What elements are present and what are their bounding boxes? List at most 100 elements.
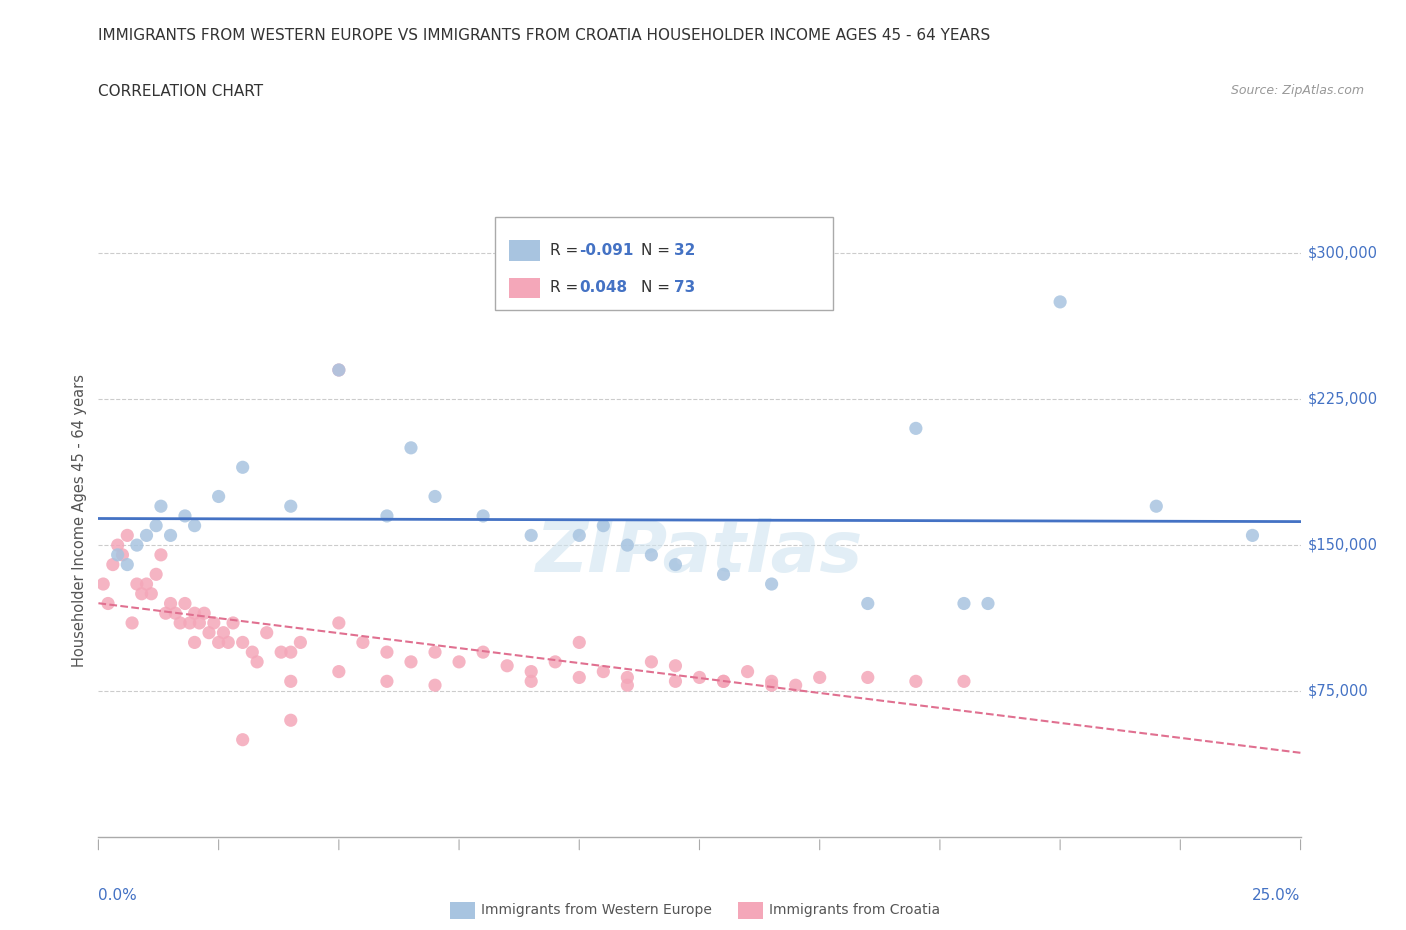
- Text: $75,000: $75,000: [1308, 684, 1368, 698]
- Point: [520, 528, 543, 543]
- Point: [125, 538, 148, 552]
- Point: [125, 577, 148, 591]
- Point: [117, 528, 139, 543]
- Point: [953, 674, 976, 689]
- Text: R =: R =: [550, 244, 583, 259]
- Point: [713, 674, 735, 689]
- Point: [183, 518, 205, 533]
- Point: [568, 635, 591, 650]
- Point: [135, 577, 157, 591]
- Point: [423, 644, 446, 659]
- Point: [117, 557, 139, 572]
- Point: [1241, 528, 1264, 543]
- Point: [375, 644, 398, 659]
- Text: $300,000: $300,000: [1308, 246, 1378, 260]
- Point: [165, 605, 187, 620]
- Point: [1049, 295, 1071, 310]
- Point: [616, 670, 638, 684]
- Point: [399, 441, 422, 456]
- Point: [198, 625, 221, 640]
- Text: 25.0%: 25.0%: [1253, 888, 1301, 903]
- Point: [246, 655, 269, 670]
- Point: [423, 678, 446, 693]
- Point: [640, 655, 662, 670]
- Point: [953, 596, 976, 611]
- Text: Source: ZipAtlas.com: Source: ZipAtlas.com: [1230, 84, 1364, 97]
- Point: [664, 674, 686, 689]
- Point: [217, 635, 239, 650]
- Text: -0.091: -0.091: [579, 244, 634, 259]
- Point: [808, 670, 831, 684]
- Point: [568, 528, 591, 543]
- Point: [664, 658, 686, 673]
- Point: [856, 670, 879, 684]
- Text: $150,000: $150,000: [1308, 538, 1378, 552]
- Point: [280, 674, 302, 689]
- Point: [1144, 498, 1167, 513]
- Point: [145, 567, 167, 582]
- Point: [544, 655, 567, 670]
- Point: [222, 616, 245, 631]
- Point: [399, 655, 422, 670]
- Point: [447, 655, 470, 670]
- Point: [131, 586, 153, 601]
- Point: [592, 518, 614, 533]
- Point: [280, 498, 302, 513]
- Point: [232, 635, 254, 650]
- Text: R =: R =: [550, 281, 583, 296]
- Point: [212, 625, 235, 640]
- Y-axis label: Householder Income Ages 45 - 64 years: Householder Income Ages 45 - 64 years: [72, 374, 87, 668]
- Point: [101, 557, 124, 572]
- Point: [856, 596, 879, 611]
- Point: [193, 605, 215, 620]
- Text: 73: 73: [673, 281, 695, 296]
- Point: [280, 644, 302, 659]
- Text: 0.048: 0.048: [579, 281, 627, 296]
- Text: IMMIGRANTS FROM WESTERN EUROPE VS IMMIGRANTS FROM CROATIA HOUSEHOLDER INCOME AGE: IMMIGRANTS FROM WESTERN EUROPE VS IMMIGR…: [98, 28, 991, 43]
- Point: [107, 548, 129, 563]
- Point: [91, 577, 114, 591]
- Point: [328, 664, 350, 679]
- Point: [141, 586, 163, 601]
- Point: [904, 421, 927, 436]
- Point: [183, 605, 205, 620]
- Point: [713, 567, 735, 582]
- Point: [328, 363, 350, 378]
- Point: [159, 528, 181, 543]
- Text: Immigrants from Croatia: Immigrants from Croatia: [769, 903, 941, 918]
- Point: [188, 616, 211, 631]
- Point: [640, 548, 662, 563]
- Point: [761, 577, 783, 591]
- Point: [149, 548, 172, 563]
- Point: [208, 489, 231, 504]
- Text: ZIPatlas: ZIPatlas: [536, 518, 863, 587]
- Point: [352, 635, 374, 650]
- Point: [97, 596, 120, 611]
- Point: [664, 557, 686, 572]
- Point: [616, 538, 638, 552]
- Point: [232, 459, 254, 474]
- Text: 0.0%: 0.0%: [98, 888, 138, 903]
- Point: [496, 658, 519, 673]
- Point: [208, 635, 231, 650]
- Point: [179, 616, 201, 631]
- Point: [785, 678, 807, 693]
- Point: [904, 674, 927, 689]
- Point: [568, 670, 591, 684]
- Point: [270, 644, 292, 659]
- Point: [472, 644, 495, 659]
- Point: [423, 489, 446, 504]
- Point: [328, 363, 350, 378]
- Point: [155, 605, 177, 620]
- Point: [256, 625, 278, 640]
- Point: [737, 664, 759, 679]
- Point: [107, 538, 129, 552]
- Text: CORRELATION CHART: CORRELATION CHART: [98, 84, 263, 99]
- Point: [174, 509, 197, 524]
- Point: [520, 664, 543, 679]
- Point: [761, 674, 783, 689]
- Point: [761, 678, 783, 693]
- Point: [280, 712, 302, 727]
- Point: [290, 635, 312, 650]
- Point: [149, 498, 172, 513]
